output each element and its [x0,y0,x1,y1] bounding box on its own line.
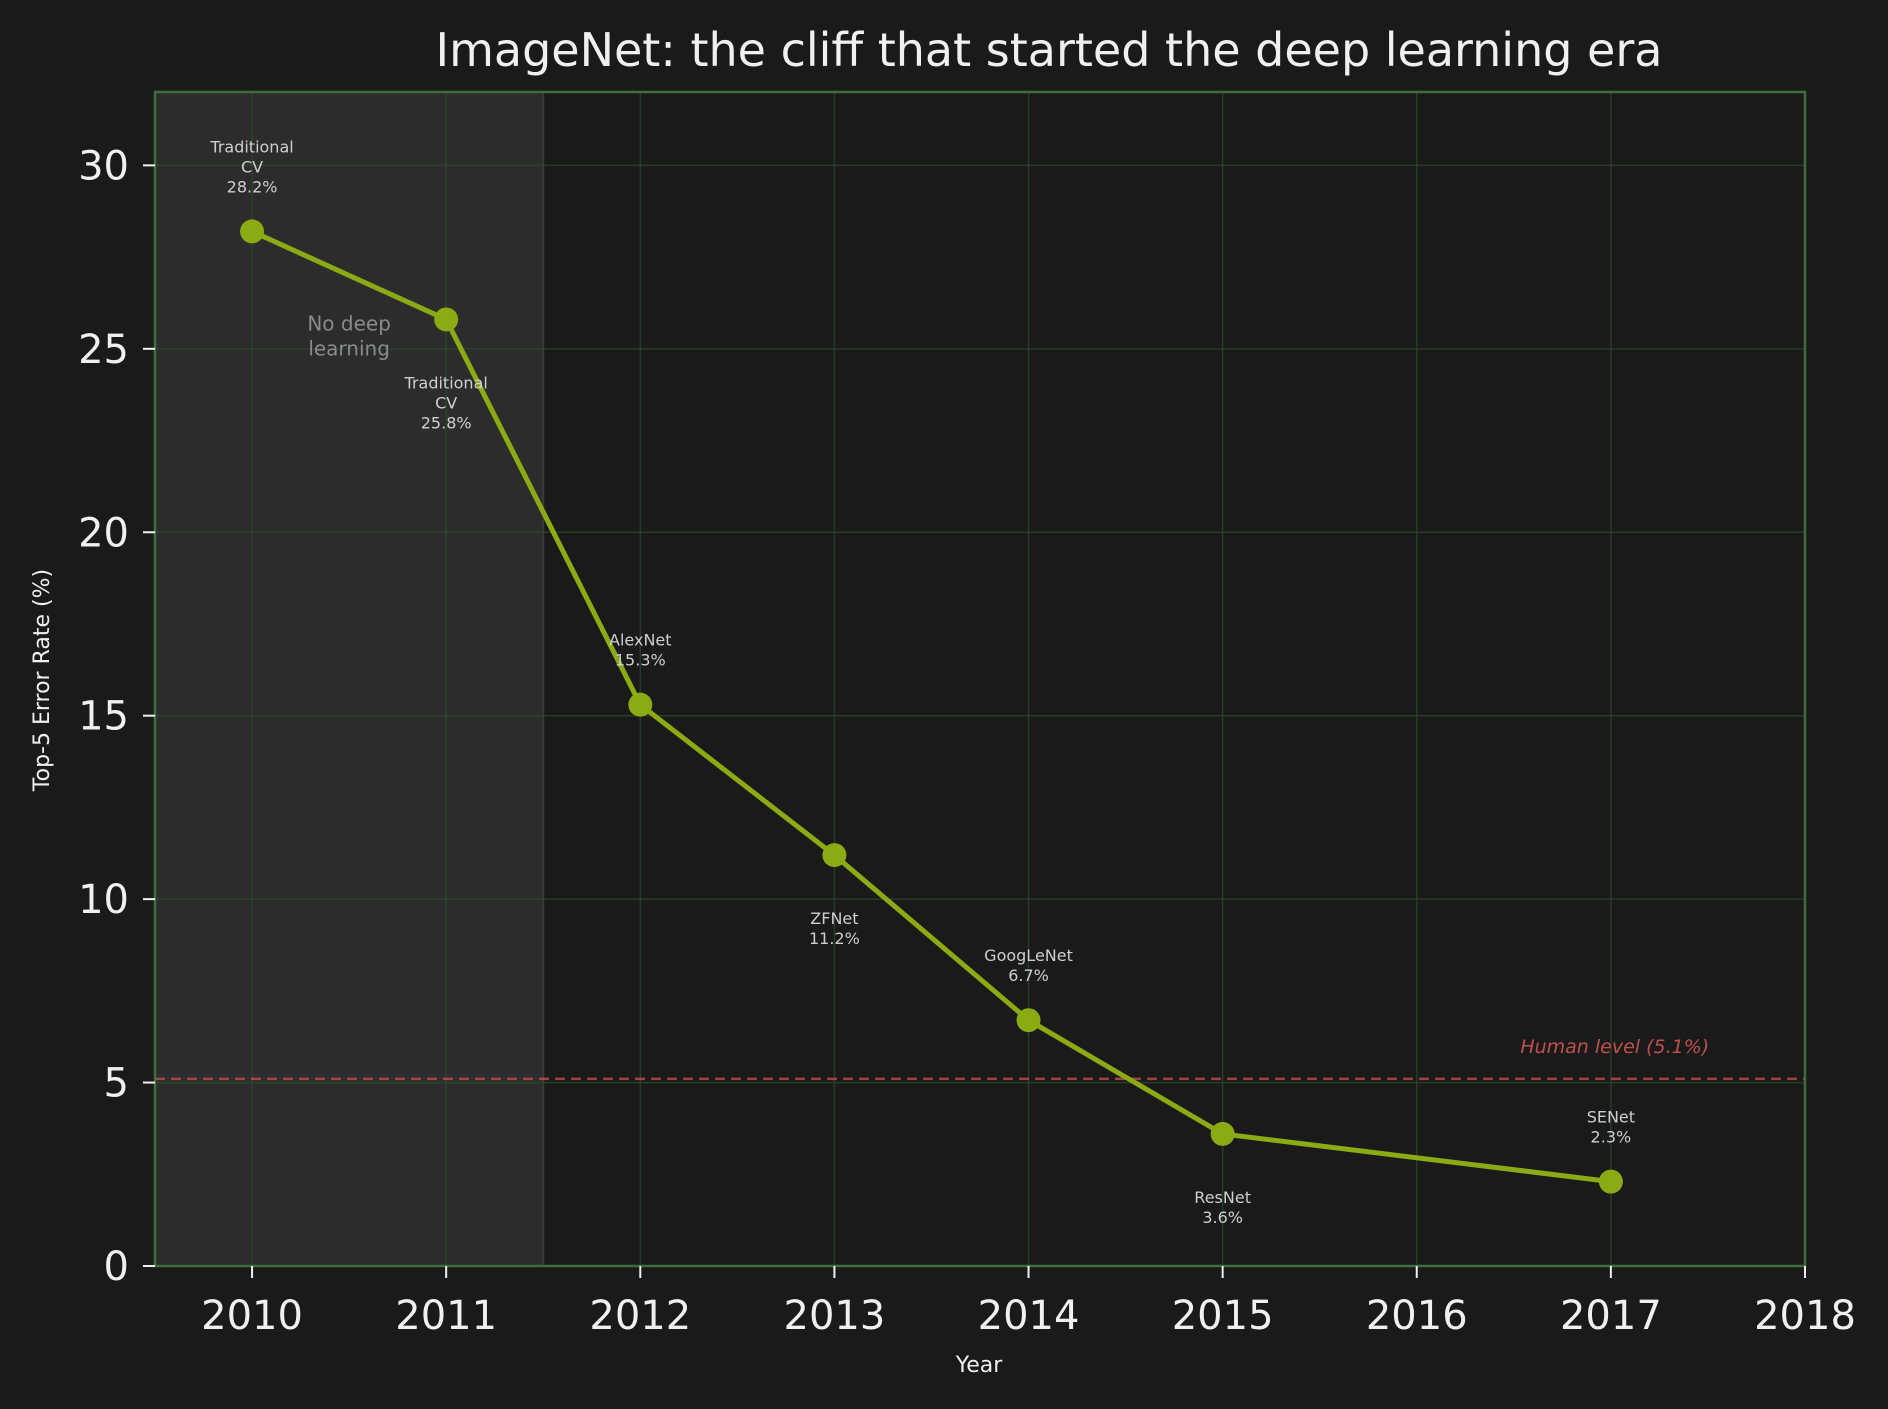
data-point [1598,1169,1623,1194]
shaded-region-label-line: No deep [307,311,391,335]
y-tick-label: 15 [78,694,129,740]
y-tick-label: 10 [78,877,129,923]
data-point [628,692,653,717]
shaded-region [155,92,544,1266]
y-tick-label: 0 [104,1244,129,1290]
data-label: AlexNet 15.3% [609,631,672,670]
data-label-line: 11.2% [809,929,860,948]
data-label-line: GoogLeNet [984,946,1073,965]
reference-line-label: Human level (5.1%) [1520,1036,1709,1058]
x-tick-label: 2016 [1366,1293,1468,1339]
y-axis-label: Top-5 Error Rate (%) [30,569,55,792]
data-label-line: 25.8% [421,413,472,432]
data-label-line: SENet [1587,1108,1635,1127]
data-label: ResNet 3.6% [1194,1188,1251,1227]
y-tick-label: 30 [78,143,129,189]
data-point [1210,1121,1235,1146]
data-label: GoogLeNet 6.7% [984,946,1073,985]
data-label-line: 15.3% [615,651,666,670]
data-label-line: 28.2% [227,177,278,196]
shaded-region-label: No deep learning [307,311,391,360]
data-point [1016,1008,1041,1033]
data-label-line: CV [435,393,457,412]
data-label-line: 3.6% [1202,1208,1243,1227]
y-tick-label: 5 [104,1061,129,1107]
x-tick-label: 2018 [1754,1293,1856,1339]
x-tick-label: 2011 [395,1293,497,1339]
x-tick-label: 2013 [784,1293,886,1339]
data-label-line: ZFNet [810,909,858,928]
data-label-line: CV [241,157,263,176]
chart-title: ImageNet: the cliff that started the dee… [436,23,1663,77]
data-label: ZFNet 11.2% [809,909,860,948]
axes-frame [153,90,1807,1268]
data-label: SENet 2.3% [1587,1108,1635,1147]
x-axis-label: Year [955,1353,1004,1378]
data-label-line: Traditional [404,373,488,392]
x-tick-label: 2017 [1560,1293,1662,1339]
shaded-region-label-line: learning [308,336,390,360]
data-point [822,843,847,868]
x-tick-label: 2014 [978,1293,1080,1339]
y-tick-label: 25 [78,327,129,373]
data-point [434,307,459,332]
data-label-line: 2.3% [1591,1128,1632,1147]
y-tick-label: 20 [78,510,129,556]
x-tick-label: 2012 [589,1293,691,1339]
data-label: Traditional CV 25.8% [404,373,488,432]
x-tick-label: 2010 [201,1293,303,1339]
data-label-line: 6.7% [1008,966,1049,985]
data-label-line: ResNet [1194,1188,1251,1207]
data-point [240,219,265,244]
data-label-line: AlexNet [609,631,672,650]
data-label: Traditional CV 28.2% [209,137,293,196]
data-label-line: Traditional [209,137,293,156]
x-tick-label: 2015 [1172,1293,1274,1339]
